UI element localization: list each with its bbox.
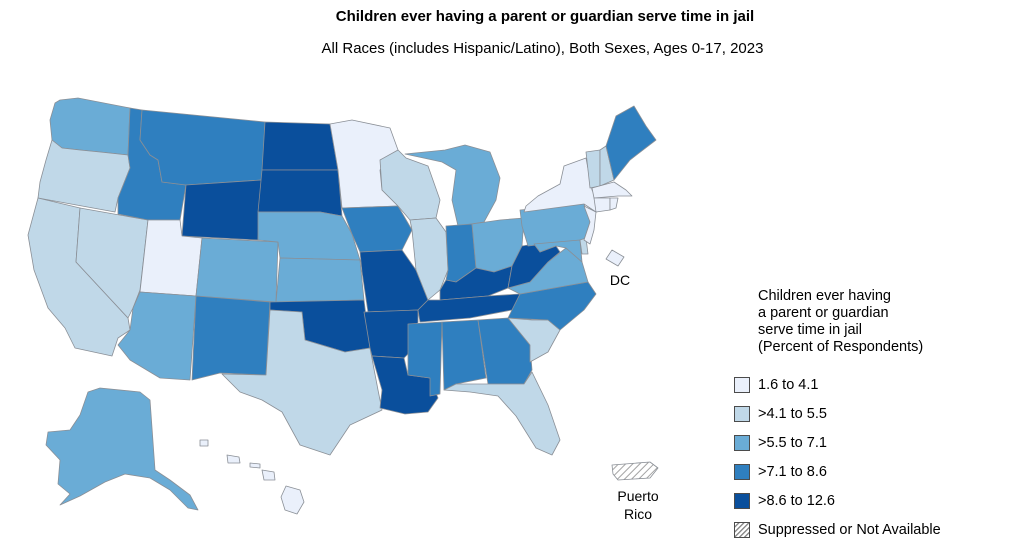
state-hi-kauai[interactable] [199, 439, 209, 447]
state-wy[interactable] [181, 179, 263, 241]
state-hi-maui[interactable] [261, 469, 276, 481]
legend-title: Children ever having a parent or guardia… [758, 288, 1014, 356]
legend-item[interactable]: >8.6 to 12.6 [734, 486, 1014, 515]
state-mi[interactable] [404, 144, 501, 227]
state-az[interactable] [117, 291, 197, 381]
state-dc[interactable] [605, 249, 625, 267]
legend-item[interactable]: >4.1 to 5.5 [734, 399, 1014, 428]
state-sc[interactable] [507, 317, 561, 363]
state-tn[interactable] [417, 293, 521, 323]
legend-item[interactable]: 1.6 to 4.1 [734, 370, 1014, 399]
legend-title-line: a parent or guardian [758, 305, 889, 321]
state-tx[interactable] [221, 309, 383, 456]
state-la[interactable] [371, 355, 439, 415]
legend-swatch [734, 405, 750, 422]
state-nm[interactable] [191, 295, 271, 381]
legend-swatch [734, 376, 750, 393]
map-legend: Children ever having a parent or guardia… [734, 288, 1014, 544]
map-title: Children ever having a parent or guardia… [335, 8, 755, 25]
state-hi[interactable] [280, 485, 305, 515]
puerto-rico-label-line2: Rico [624, 506, 652, 522]
legend-title-line: (Percent of Respondents) [758, 339, 924, 355]
state-wa[interactable] [49, 97, 131, 156]
legend-label: >7.1 to 8.6 [758, 463, 827, 480]
puerto-rico-label-line1: Puerto [617, 488, 658, 504]
state-co[interactable] [195, 237, 279, 303]
legend-label: >4.1 to 5.5 [758, 405, 827, 422]
state-me[interactable] [605, 105, 657, 181]
legend-swatch [734, 492, 750, 509]
state-de[interactable] [579, 237, 589, 255]
legend-swatch [734, 463, 750, 480]
legend-title-line: serve time in jail [758, 322, 862, 338]
state-sd[interactable] [257, 169, 343, 217]
state-ks[interactable] [275, 257, 365, 303]
legend-item[interactable]: Suppressed or Not Available [734, 515, 1014, 544]
legend-swatch-suppressed [734, 521, 750, 538]
map-subtitle: All Races (includes Hispanic/Latino), Bo… [321, 40, 764, 57]
legend-label: 1.6 to 4.1 [758, 376, 819, 393]
state-fl[interactable] [443, 371, 561, 456]
state-ct[interactable] [593, 197, 611, 213]
legend-items: 1.6 to 4.1 >4.1 to 5.5 >5.5 to 7.1 >7.1 … [734, 370, 1014, 544]
legend-label: Suppressed or Not Available [758, 521, 941, 538]
state-hi-oahu[interactable] [226, 454, 241, 464]
legend-label: >8.6 to 12.6 [758, 492, 835, 509]
hawaii-islands [199, 439, 305, 515]
legend-swatch [734, 434, 750, 451]
state-wi[interactable] [379, 149, 441, 221]
legend-item[interactable]: >7.1 to 8.6 [734, 457, 1014, 486]
dc-label: DC [610, 272, 630, 288]
state-ri[interactable] [609, 197, 619, 211]
state-pr[interactable] [611, 461, 659, 481]
state-nd[interactable] [261, 121, 339, 171]
legend-item[interactable]: >5.5 to 7.1 [734, 428, 1014, 457]
legend-label: >5.5 to 7.1 [758, 434, 827, 451]
state-ak[interactable] [45, 387, 199, 511]
legend-title-line: Children ever having [758, 288, 891, 304]
state-al[interactable] [441, 319, 487, 391]
state-hi-molokai[interactable] [249, 462, 261, 469]
